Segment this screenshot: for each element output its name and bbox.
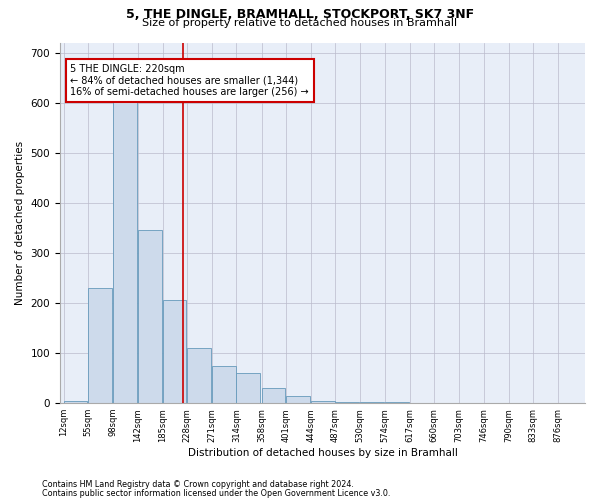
Bar bbox=[311, 400, 335, 403]
Bar bbox=[138, 230, 162, 403]
Bar bbox=[262, 388, 286, 403]
Text: Contains public sector information licensed under the Open Government Licence v3: Contains public sector information licen… bbox=[42, 488, 391, 498]
Text: 5 THE DINGLE: 220sqm
← 84% of detached houses are smaller (1,344)
16% of semi-de: 5 THE DINGLE: 220sqm ← 84% of detached h… bbox=[70, 64, 309, 98]
Bar bbox=[113, 92, 137, 403]
X-axis label: Distribution of detached houses by size in Bramhall: Distribution of detached houses by size … bbox=[188, 448, 457, 458]
Text: 5, THE DINGLE, BRAMHALL, STOCKPORT, SK7 3NF: 5, THE DINGLE, BRAMHALL, STOCKPORT, SK7 … bbox=[126, 8, 474, 20]
Bar bbox=[163, 300, 187, 403]
Bar bbox=[212, 366, 236, 403]
Bar bbox=[360, 402, 384, 403]
Bar bbox=[236, 373, 260, 403]
Bar bbox=[385, 402, 409, 403]
Y-axis label: Number of detached properties: Number of detached properties bbox=[15, 140, 25, 305]
Bar bbox=[286, 396, 310, 403]
Bar bbox=[64, 400, 88, 403]
Bar bbox=[335, 402, 359, 403]
Text: Contains HM Land Registry data © Crown copyright and database right 2024.: Contains HM Land Registry data © Crown c… bbox=[42, 480, 354, 489]
Bar bbox=[187, 348, 211, 403]
Text: Size of property relative to detached houses in Bramhall: Size of property relative to detached ho… bbox=[142, 18, 458, 28]
Bar bbox=[88, 288, 112, 403]
